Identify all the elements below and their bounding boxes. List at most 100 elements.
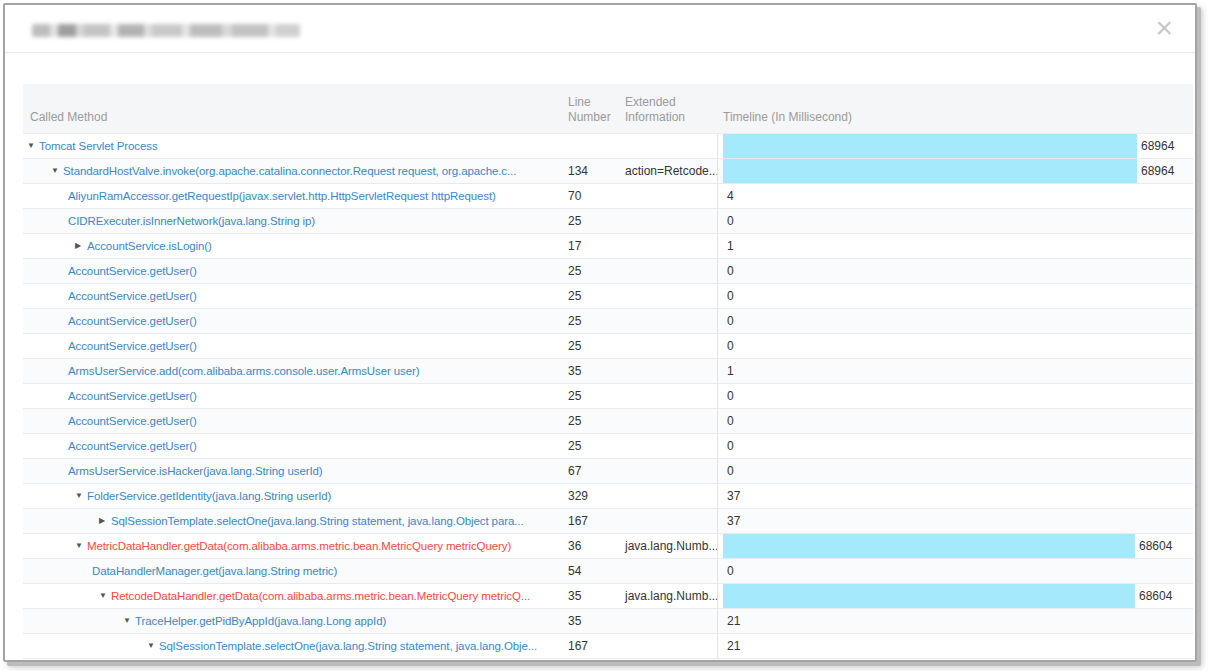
table-row[interactable]: ▼StandardHostValve.invoke(org.apache.cat… [23, 159, 1193, 184]
extended-information-cell [620, 309, 717, 333]
timeline-cell: 0 [717, 309, 1193, 333]
method-name[interactable]: RetcodeDataHandler.getData(com.alibaba.a… [111, 584, 530, 608]
line-number-cell: 134 [563, 159, 620, 183]
timeline-cell: 0 [717, 284, 1193, 308]
timeline-cell: 1 [717, 234, 1193, 258]
line-number-cell: 167 [563, 634, 620, 658]
extended-information-cell [620, 234, 717, 258]
extended-information-cell [620, 459, 717, 483]
extended-information-cell [620, 334, 717, 358]
method-name[interactable]: AccountService.getUser() [68, 384, 197, 408]
timeline-value: 68604 [1139, 534, 1172, 558]
timeline-bar [723, 134, 1137, 158]
caret-right-icon[interactable]: ▶ [75, 234, 87, 258]
extended-information-cell [620, 634, 717, 658]
table-row[interactable]: ArmsUserService.add(com.alibaba.arms.con… [23, 359, 1193, 384]
method-name[interactable]: TraceHelper.getPidByAppId(java.lang.Long… [135, 609, 386, 633]
timeline-cell: 0 [717, 384, 1193, 408]
close-icon[interactable]: × [1155, 11, 1173, 45]
line-number-cell: 35 [563, 359, 620, 383]
table-row[interactable]: AccountService.getUser()250 [23, 259, 1193, 284]
column-header-line-number: Line Number [563, 95, 620, 125]
timeline-value: 37 [727, 509, 740, 533]
caret-down-icon[interactable]: ▼ [99, 584, 111, 608]
table-row[interactable]: AccountService.getUser()250 [23, 334, 1193, 359]
timeline-cell: 68964 [717, 134, 1193, 158]
table-row[interactable]: AccountService.getUser()250 [23, 409, 1193, 434]
call-stack-table: Called Method Line Number Extended Infor… [23, 84, 1193, 659]
line-number-cell: 36 [563, 534, 620, 558]
timeline-cell: 1 [717, 359, 1193, 383]
timeline-cell: 0 [717, 259, 1193, 283]
timeline-cell: 68604 [717, 534, 1193, 558]
caret-down-icon[interactable]: ▼ [75, 484, 87, 508]
caret-down-icon[interactable]: ▼ [123, 609, 135, 633]
timeline-value: 0 [727, 459, 734, 483]
timeline-cell: 37 [717, 509, 1193, 533]
method-name[interactable]: FolderService.getIdentity(java.lang.Stri… [87, 484, 331, 508]
method-name[interactable]: SqlSessionTemplate.selectOne(java.lang.S… [111, 509, 524, 533]
caret-down-icon[interactable]: ▼ [51, 159, 63, 183]
timeline-cell: 0 [717, 334, 1193, 358]
table-row[interactable]: AliyunRamAccessor.getRequestIp(javax.ser… [23, 184, 1193, 209]
method-name[interactable]: AccountService.getUser() [68, 409, 197, 433]
method-name[interactable]: ArmsUserService.isHacker(java.lang.Strin… [68, 459, 323, 483]
timeline-value: 37 [727, 484, 740, 508]
method-name[interactable]: AccountService.getUser() [68, 309, 197, 333]
method-name[interactable]: StandardHostValve.invoke(org.apache.cata… [63, 159, 516, 183]
extended-information-cell [620, 184, 717, 208]
method-name[interactable]: DataHandlerManager.get(java.lang.String … [92, 559, 337, 583]
timeline-bar [723, 159, 1137, 183]
method-name[interactable]: AccountService.getUser() [68, 284, 197, 308]
caret-down-icon[interactable]: ▼ [75, 534, 87, 558]
timeline-value: 0 [727, 284, 734, 308]
caret-down-icon[interactable]: ▼ [27, 134, 39, 158]
method-name[interactable]: ArmsUserService.add(com.alibaba.arms.con… [68, 359, 420, 383]
extended-information-cell [620, 134, 717, 158]
line-number-cell: 25 [563, 384, 620, 408]
timeline-value: 0 [727, 434, 734, 458]
caret-down-icon[interactable]: ▼ [147, 634, 159, 658]
method-name[interactable]: Tomcat Servlet Process [39, 134, 158, 158]
method-name[interactable]: AccountService.isLogin() [87, 234, 212, 258]
table-row[interactable]: AccountService.getUser()250 [23, 309, 1193, 334]
caret-right-icon[interactable]: ▶ [99, 509, 111, 533]
table-header-row: Called Method Line Number Extended Infor… [23, 84, 1193, 134]
timeline-value: 68964 [1141, 159, 1174, 183]
table-row[interactable]: ▼MetricDataHandler.getData(com.alibaba.a… [23, 534, 1193, 559]
line-number-cell: 25 [563, 409, 620, 433]
extended-information-cell [620, 409, 717, 433]
extended-information-cell [620, 209, 717, 233]
method-stack-dialog: × Called Method Line Number Extended Inf… [3, 3, 1197, 662]
table-row[interactable]: ArmsUserService.isHacker(java.lang.Strin… [23, 459, 1193, 484]
table-row[interactable]: ▼FolderService.getIdentity(java.lang.Str… [23, 484, 1193, 509]
line-number-cell: 25 [563, 209, 620, 233]
table-row[interactable]: ▼SqlSessionTemplate.selectOne(java.lang.… [23, 634, 1193, 659]
method-name[interactable]: MetricDataHandler.getData(com.alibaba.ar… [87, 534, 511, 558]
table-row[interactable]: ▼RetcodeDataHandler.getData(com.alibaba.… [23, 584, 1193, 609]
extended-information-cell [620, 484, 717, 508]
extended-information-cell [620, 609, 717, 633]
timeline-value: 0 [727, 384, 734, 408]
method-name[interactable]: SqlSessionTemplate.selectOne(java.lang.S… [159, 634, 537, 658]
table-row[interactable]: ▼TraceHelper.getPidByAppId(java.lang.Lon… [23, 609, 1193, 634]
table-row[interactable]: ▶SqlSessionTemplate.selectOne(java.lang.… [23, 509, 1193, 534]
table-row[interactable]: ▼Tomcat Servlet Process 68964 [23, 134, 1193, 159]
table-row[interactable]: AccountService.getUser()250 [23, 434, 1193, 459]
table-row[interactable]: DataHandlerManager.get(java.lang.String … [23, 559, 1193, 584]
method-name[interactable]: AccountService.getUser() [68, 259, 197, 283]
table-row[interactable]: AccountService.getUser()250 [23, 284, 1193, 309]
method-name[interactable]: AliyunRamAccessor.getRequestIp(javax.ser… [68, 184, 496, 208]
method-name[interactable]: CIDRExecuter.isInnerNetwork(java.lang.St… [68, 209, 315, 233]
table-body: ▼Tomcat Servlet Process68964▼StandardHos… [23, 134, 1193, 659]
method-name[interactable]: AccountService.getUser() [68, 334, 197, 358]
column-header-extended-information: Extended Information [620, 95, 717, 125]
table-row[interactable]: AccountService.getUser() 25 0 [23, 384, 1193, 409]
table-row[interactable]: CIDRExecuter.isInnerNetwork(java.lang.St… [23, 209, 1193, 234]
table-row[interactable]: ▶AccountService.isLogin()171 [23, 234, 1193, 259]
extended-information-cell [620, 259, 717, 283]
timeline-value: 1 [727, 359, 734, 383]
dialog-title-redacted [32, 24, 300, 37]
extended-information-cell [620, 384, 717, 408]
method-name[interactable]: AccountService.getUser() [68, 434, 197, 458]
